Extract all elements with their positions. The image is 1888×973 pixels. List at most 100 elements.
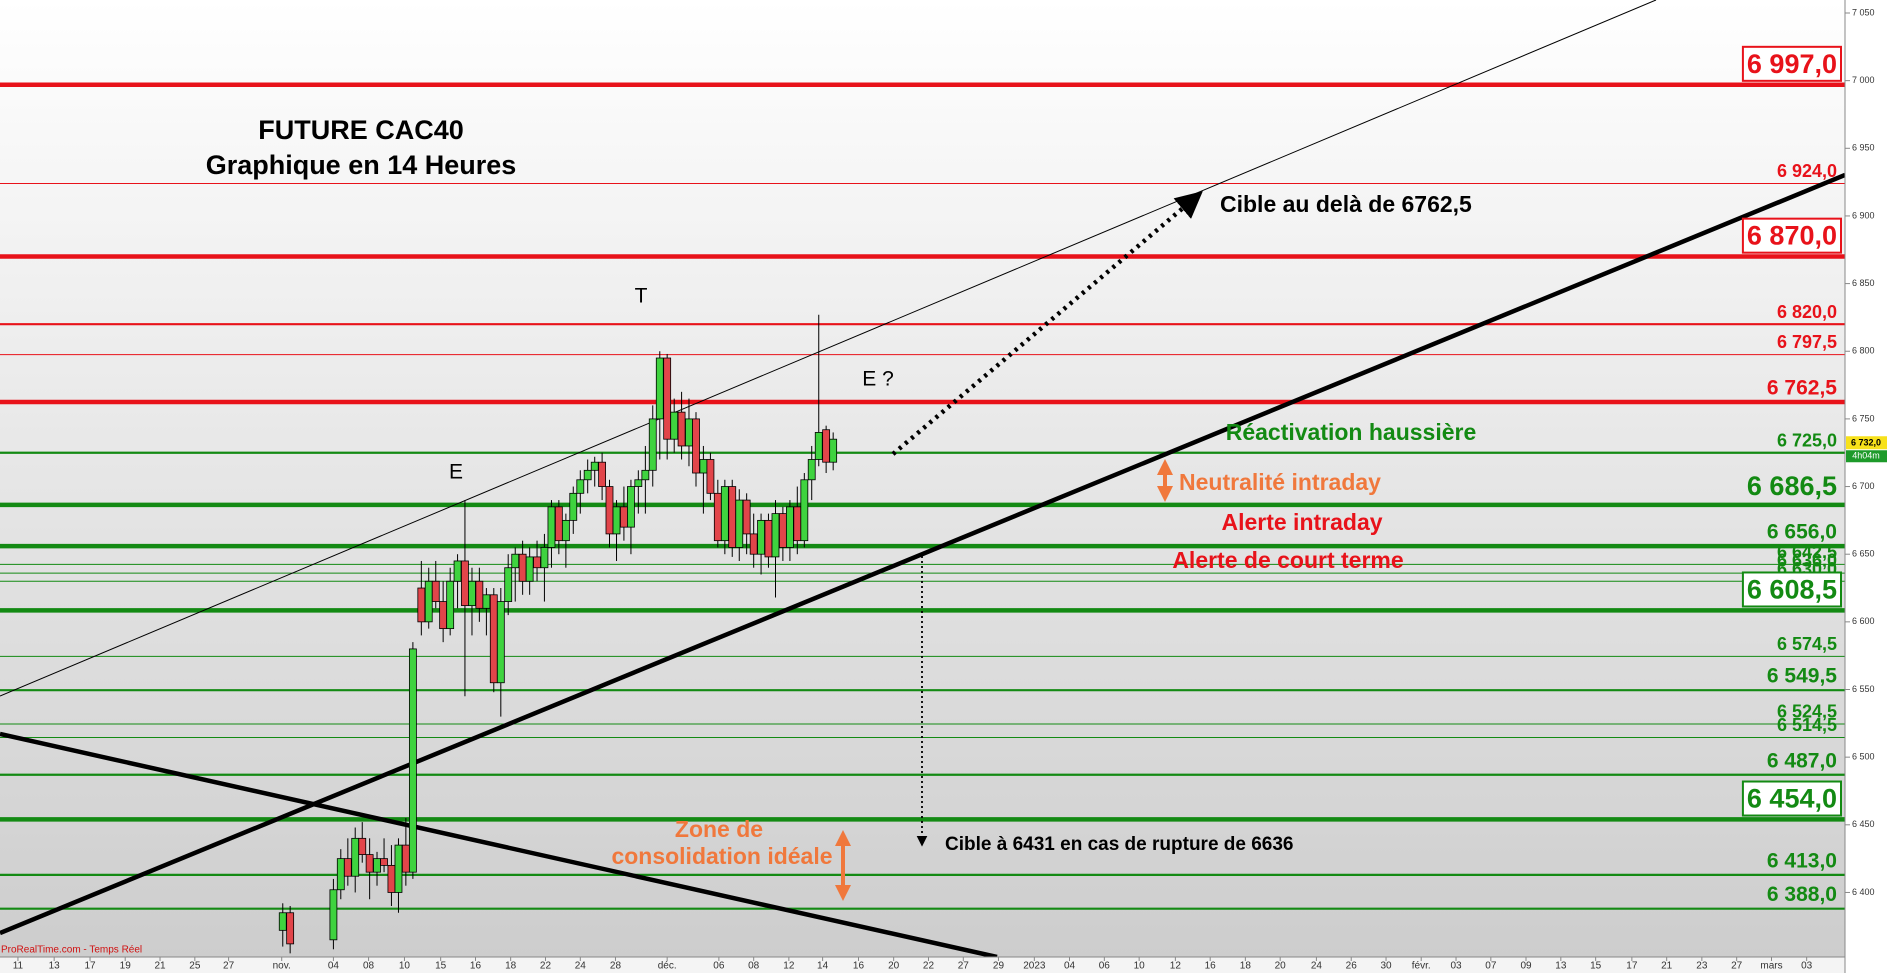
y-tick-label: 6 700 xyxy=(1852,481,1875,491)
candle-body xyxy=(489,594,498,684)
candle-body xyxy=(627,486,635,528)
candle-body xyxy=(598,461,607,487)
pattern-label: T xyxy=(635,285,648,308)
x-tick-label: 11 xyxy=(13,961,24,972)
x-tick-label: 19 xyxy=(120,961,132,972)
x-tick-label: 04 xyxy=(328,961,340,972)
x-tick-label: 04 xyxy=(1064,961,1076,972)
candle-body xyxy=(590,461,599,471)
candle-body xyxy=(351,837,360,877)
candle-body xyxy=(576,479,585,494)
trendline xyxy=(0,731,998,957)
x-tick-label: 18 xyxy=(505,961,517,972)
x-tick-label: 08 xyxy=(748,961,760,972)
candle-body xyxy=(365,854,374,873)
x-tick-label: 27 xyxy=(223,961,235,972)
candle-body xyxy=(829,438,838,463)
level-label: 6 924,0 xyxy=(1777,161,1837,181)
candle-body xyxy=(401,844,410,873)
x-tick-label: 29 xyxy=(993,961,1005,972)
candle-body xyxy=(547,506,556,548)
level-label-box xyxy=(1741,780,1842,817)
candle-body xyxy=(496,601,505,684)
axis-background xyxy=(1845,0,1888,973)
x-tick-label: 30 xyxy=(1380,961,1392,972)
candle-body xyxy=(468,580,476,607)
y-tick-label: 6 550 xyxy=(1852,684,1875,694)
axis-background xyxy=(0,957,1845,973)
x-tick-label: 13 xyxy=(49,961,61,972)
candle-body xyxy=(504,567,513,602)
candle-body xyxy=(720,486,729,542)
candle-body xyxy=(380,858,388,866)
candle-body xyxy=(699,459,708,474)
x-tick-label: 24 xyxy=(1311,961,1323,972)
level-label: 6 636,0 xyxy=(1777,551,1837,571)
x-tick-label: déc. xyxy=(658,961,677,972)
level-label: 6 686,5 xyxy=(1747,471,1837,501)
candle-body xyxy=(814,432,823,460)
y-tick-label: 7 050 xyxy=(1852,7,1875,17)
x-tick-label: 16 xyxy=(470,961,482,972)
candle-body xyxy=(713,492,722,542)
y-tick-label: 6 600 xyxy=(1852,616,1875,626)
last-price-label: 6 732,0 xyxy=(1851,438,1881,448)
candle-body xyxy=(561,519,570,542)
x-tick-label: mars xyxy=(1760,961,1782,972)
candle-body xyxy=(677,411,686,447)
candle-body xyxy=(424,580,433,623)
candle-body xyxy=(518,553,527,582)
x-tick-label: nov. xyxy=(273,961,291,972)
candle-body xyxy=(453,560,462,582)
last-price-tag xyxy=(1846,436,1887,450)
trendline xyxy=(0,172,1845,936)
x-tick-label: 26 xyxy=(1346,961,1358,972)
level-label: 6 608,5 xyxy=(1747,574,1837,604)
candle-body xyxy=(692,418,700,474)
candle-body xyxy=(663,357,672,440)
timer-tag xyxy=(1846,450,1887,463)
level-label: 6 820,0 xyxy=(1777,302,1837,322)
x-tick-label: 10 xyxy=(1134,961,1146,972)
x-tick-label: 06 xyxy=(713,961,725,972)
candle-body xyxy=(655,357,664,420)
level-label: 6 797,5 xyxy=(1777,332,1837,352)
x-tick-label: 21 xyxy=(1661,961,1673,972)
candle-body xyxy=(417,587,426,623)
annotation: Réactivation haussière xyxy=(1226,419,1477,445)
candle-body xyxy=(387,864,396,893)
annotation: consolidation idéale xyxy=(611,843,832,869)
chart-title: FUTURE CAC40 xyxy=(258,115,464,145)
x-tick-label: 22 xyxy=(923,961,935,972)
candle-body xyxy=(329,889,338,941)
target-arrow xyxy=(891,191,1203,456)
pattern-label: E xyxy=(449,461,463,484)
x-tick-label: 08 xyxy=(363,961,375,972)
level-label: 6 725,0 xyxy=(1777,430,1837,450)
y-tick-label: 6 950 xyxy=(1852,143,1875,153)
y-tick-label: 6 500 xyxy=(1852,752,1875,762)
candle-body xyxy=(822,429,831,463)
pattern-label: E ? xyxy=(862,368,894,391)
candle-body xyxy=(786,506,794,548)
level-label: 6 642,5 xyxy=(1777,542,1837,562)
x-tick-label: 16 xyxy=(1205,961,1217,972)
candle-body xyxy=(408,648,417,873)
x-tick-label: 25 xyxy=(189,961,201,972)
levels xyxy=(0,82,1845,910)
x-tick-label: 12 xyxy=(1170,961,1182,972)
x-tick-label: 20 xyxy=(888,961,900,972)
candle-body xyxy=(278,912,287,931)
candle-body xyxy=(800,479,809,542)
y-tick-label: 6 850 xyxy=(1852,278,1875,288)
level-label: 6 997,0 xyxy=(1747,49,1837,79)
annotation: Cible à 6431 en cas de rupture de 6636 xyxy=(945,834,1294,855)
candle-body xyxy=(634,479,643,487)
y-tick-label: 6 900 xyxy=(1852,210,1875,220)
y-tick-label: 6 650 xyxy=(1852,549,1875,559)
x-tick-label: 17 xyxy=(1626,961,1638,972)
x-tick-label: 27 xyxy=(958,961,970,972)
level-label: 6 524,5 xyxy=(1777,702,1837,722)
level-label-box xyxy=(1741,217,1842,254)
